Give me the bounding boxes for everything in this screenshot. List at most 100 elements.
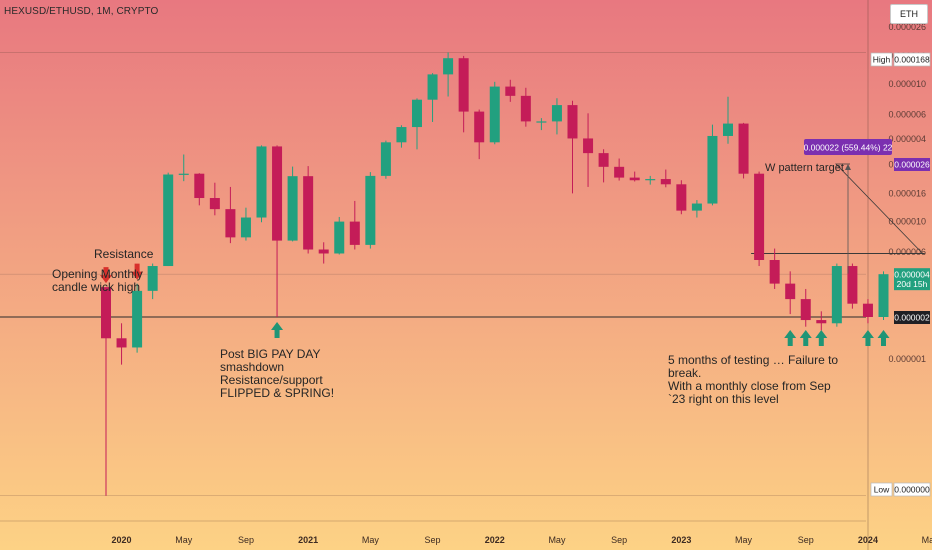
- candle-body: [474, 111, 485, 143]
- x-tick-label: Sep: [611, 535, 627, 545]
- x-tick-label: May: [175, 535, 193, 545]
- price-tag: 0.000026: [894, 158, 930, 171]
- candle-body: [831, 266, 842, 324]
- candle-body: [147, 266, 158, 291]
- x-tick-label: Sep: [425, 535, 441, 545]
- up-arrow-marker: [877, 330, 890, 346]
- candle-body: [178, 173, 189, 175]
- candle-body: [427, 74, 438, 100]
- y-tick-label: 0.000004: [888, 134, 926, 144]
- x-tick-label: Sep: [238, 535, 254, 545]
- up-arrow-marker: [784, 330, 797, 346]
- candle-body: [785, 283, 796, 300]
- y-tick-label: 0.000010: [888, 79, 926, 89]
- price-tag: 0.000000 Low: [870, 482, 931, 497]
- candle-body: [707, 135, 718, 204]
- candle-body: [583, 138, 594, 154]
- candle-body: [738, 123, 749, 174]
- y-tick-label: 0.000010: [888, 216, 926, 226]
- x-tick-label: Sep: [798, 535, 814, 545]
- candle-body: [101, 287, 111, 339]
- candle-body: [365, 175, 376, 245]
- symbol-title: HEXUSD/ETHUSD, 1M, CRYPTO: [4, 6, 159, 17]
- y-tick-label: 0.000026: [888, 22, 926, 32]
- candle-body: [505, 86, 516, 96]
- candle-body: [303, 176, 314, 250]
- candle-body: [520, 95, 531, 122]
- candle-body: [800, 299, 811, 321]
- annotation-w-pattern: W pattern target: [765, 162, 844, 174]
- price-tag-value: 0.000000: [894, 485, 930, 495]
- up-arrow-marker: [271, 322, 284, 338]
- up-arrow-marker: [799, 330, 812, 346]
- candle-body: [334, 221, 345, 254]
- candle-body: [816, 320, 827, 324]
- x-tick-label: 2023: [671, 535, 691, 545]
- candle-body: [272, 146, 283, 241]
- candle-body: [194, 173, 205, 199]
- candle-body: [209, 198, 220, 210]
- down-arrow-marker: [131, 263, 144, 280]
- measure-arrowhead: [845, 164, 851, 170]
- up-arrow-marker: [815, 330, 828, 346]
- price-tag-value: 0.000026: [894, 160, 930, 170]
- candle-body: [489, 86, 500, 143]
- candle-body: [116, 338, 127, 348]
- candle-body: [458, 58, 469, 112]
- y-tick-label: 0.000016: [888, 188, 926, 198]
- candle-body: [287, 176, 298, 241]
- candle-body: [412, 99, 422, 128]
- candle-body: [598, 153, 609, 167]
- candle-body: [163, 174, 174, 267]
- candle-body: [629, 177, 640, 181]
- candle-body: [676, 184, 687, 211]
- candle-body: [723, 123, 733, 136]
- candle-body: [396, 127, 407, 143]
- x-tick-label: 2024: [858, 535, 878, 545]
- y-tick-label: 0.000006: [888, 247, 926, 257]
- price-tag-prefix: Low: [874, 485, 890, 495]
- candle-body: [318, 249, 329, 254]
- currency-button[interactable]: ETH: [890, 4, 928, 24]
- price-tag: 0.000002: [894, 311, 930, 324]
- price-tag-value: 0.000168: [894, 55, 930, 65]
- measure-label-text: 0.000022 (559.44%) 22: [804, 143, 893, 153]
- x-tick-label: May: [362, 535, 380, 545]
- annotation-resistance: Resistance: [94, 247, 154, 261]
- y-tick-label: 0.000006: [888, 110, 926, 120]
- candle-body: [349, 221, 360, 245]
- candle-body: [132, 290, 143, 348]
- candle-body: [614, 166, 625, 178]
- x-tick-label: May: [735, 535, 753, 545]
- y-tick-label: 0.000001: [888, 354, 926, 364]
- price-tag-value: 0.000002: [894, 313, 930, 323]
- price-tag-countdown: 20d 15h: [897, 279, 928, 289]
- price-tag-prefix: High: [873, 55, 891, 65]
- x-tick-label: May: [548, 535, 566, 545]
- candle-body: [769, 260, 780, 284]
- measure-label: 0.000022 (559.44%) 22: [804, 139, 893, 155]
- candle-body: [443, 58, 454, 75]
- x-tick-label: 2022: [485, 535, 505, 545]
- annotation-opening-wick: Opening Monthly candle wick high: [52, 267, 143, 294]
- candle-body: [660, 179, 671, 185]
- candle-body: [862, 303, 873, 317]
- candle-body: [225, 209, 236, 238]
- candle-body: [878, 274, 889, 317]
- x-tick-label: May: [922, 535, 932, 545]
- candle-body: [536, 121, 547, 123]
- x-tick-label: 2020: [112, 535, 132, 545]
- candle-body: [691, 203, 702, 211]
- candle-body: [551, 105, 562, 122]
- x-tick-label: 2021: [298, 535, 318, 545]
- candle-body: [240, 217, 251, 238]
- price-tag-value: 0.000004: [894, 270, 930, 280]
- candle-body: [847, 266, 858, 304]
- candle-body: [567, 105, 578, 139]
- annotation-testing: 5 months of testing … Failure to break. …: [668, 353, 839, 406]
- candle-body: [380, 142, 391, 176]
